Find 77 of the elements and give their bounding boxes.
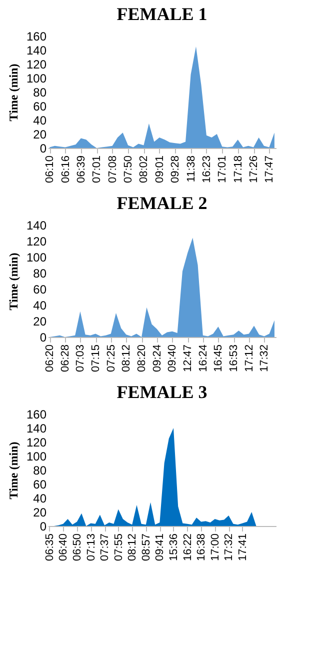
x-tick-label: 09:24	[151, 344, 164, 372]
x-tick-label: 06:20	[44, 344, 56, 372]
y-tick-label: 20	[33, 128, 47, 142]
x-tick-label: 17:47	[264, 156, 276, 184]
y-tick-label: 0	[40, 330, 47, 344]
x-tick-label: 07:50	[122, 156, 135, 184]
y-tick-label: 140	[26, 218, 47, 232]
x-tick-label: 07:01	[91, 156, 104, 184]
x-tick-label: 17:26	[248, 156, 260, 184]
x-tick-label: 07:03	[74, 344, 87, 372]
y-tick-label: 140	[26, 422, 47, 436]
y-tick-label: 20	[33, 506, 47, 520]
y-tick-label: 80	[33, 266, 47, 280]
x-tick-label: 09:40	[166, 344, 179, 372]
x-tick-label: 07:08	[106, 156, 119, 184]
x-tick-label: 17:01	[216, 156, 229, 184]
x-tick-label: 09:01	[154, 156, 166, 184]
x-tick-label: 09:28	[170, 156, 182, 184]
x-tick-label: 07:13	[85, 534, 98, 562]
x-tick-label: 08:57	[140, 534, 152, 562]
x-tick-label: 16:53	[228, 344, 240, 372]
x-tick-label: 16:38	[196, 534, 208, 562]
y-tick-label: 0	[40, 142, 47, 156]
x-tick-label: 09:41	[154, 534, 166, 562]
chart-title: FEMALE 1	[116, 4, 208, 24]
y-tick-label: 40	[33, 298, 47, 312]
y-axis-title: Time (min)	[6, 442, 20, 500]
x-tick-label: 17:41	[236, 534, 249, 562]
x-tick-label: 17:32	[223, 534, 236, 562]
y-tick-label: 40	[33, 492, 47, 506]
y-tick-label: 160	[26, 408, 47, 422]
x-tick-label: 11:38	[185, 156, 198, 182]
chart-title: FEMALE 3	[116, 382, 208, 402]
y-tick-label: 100	[26, 72, 47, 86]
x-tick-label: 07:37	[99, 534, 112, 562]
x-tick-label: 17:12	[243, 344, 256, 372]
chart-title: FEMALE 2	[116, 193, 208, 213]
y-tick-label: 60	[33, 282, 47, 296]
x-tick-label: 16:45	[212, 344, 225, 372]
y-tick-label: 60	[33, 100, 47, 114]
y-tick-label: 100	[26, 450, 47, 464]
y-tick-label: 40	[33, 114, 47, 128]
y-tick-label: 160	[26, 30, 47, 44]
x-tick-label: 07:55	[112, 534, 125, 562]
x-tick-label: 15:36	[168, 534, 180, 562]
x-tick-label: 06:35	[44, 534, 56, 562]
y-tick-label: 100	[26, 250, 47, 264]
x-tick-label: 07:25	[105, 344, 118, 372]
y-tick-label: 120	[26, 58, 47, 72]
x-tick-label: 06:50	[71, 534, 84, 562]
y-tick-label: 80	[33, 464, 47, 478]
y-tick-label: 0	[40, 520, 47, 534]
y-tick-label: 120	[26, 234, 47, 248]
x-tick-label: 08:12	[126, 534, 139, 562]
x-tick-label: 12:47	[182, 344, 194, 372]
x-tick-label: 08:02	[138, 156, 150, 184]
x-tick-label: 08:20	[136, 344, 148, 372]
x-tick-label: 06:28	[59, 344, 72, 372]
x-tick-label: 16:23	[200, 156, 213, 184]
x-tick-label: 17:00	[209, 534, 222, 562]
x-tick-label: 16:24	[197, 344, 210, 372]
x-tick-label: 06:10	[44, 156, 56, 184]
y-tick-label: 80	[33, 86, 47, 100]
x-tick-label: 06:40	[58, 534, 70, 562]
x-tick-label: 07:15	[90, 344, 102, 372]
y-tick-label: 60	[33, 478, 47, 492]
y-tick-label: 140	[26, 44, 47, 58]
y-axis-title: Time (min)	[6, 64, 20, 122]
x-tick-label: 17:32	[258, 344, 271, 372]
x-tick-label: 08:12	[120, 344, 133, 372]
y-tick-label: 120	[26, 436, 47, 450]
x-tick-label: 17:18	[232, 156, 244, 184]
y-axis-title: Time (min)	[6, 252, 20, 310]
x-tick-label: 06:16	[60, 156, 72, 184]
y-tick-label: 20	[33, 314, 47, 328]
x-tick-label: 06:39	[75, 156, 88, 184]
x-tick-label: 16:22	[182, 534, 194, 562]
